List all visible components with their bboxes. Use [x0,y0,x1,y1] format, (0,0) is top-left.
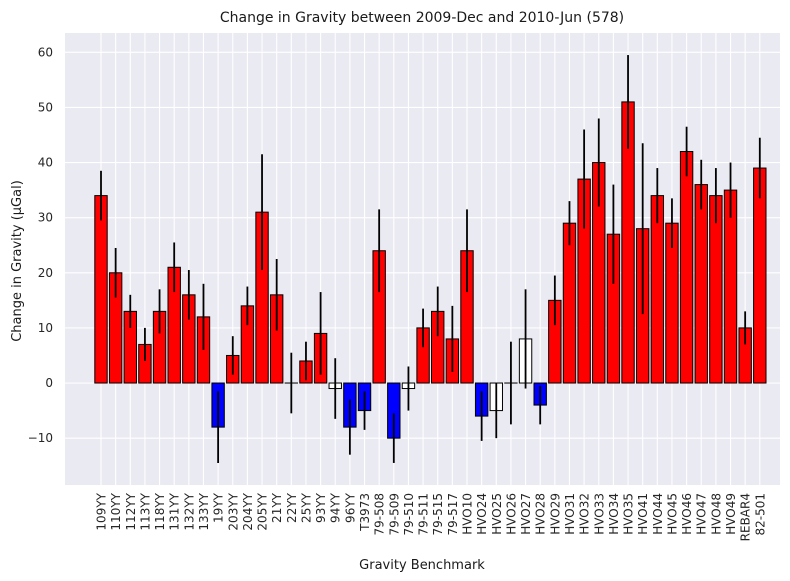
x-tick-label: 113YY [138,492,152,530]
y-tick-label: 60 [38,45,53,59]
bar-109yy [94,195,108,384]
y-tick-label: 40 [38,156,53,170]
x-tick-label: HVO45 [665,493,679,535]
x-tick-label: 203YY [226,492,240,530]
bar-hvo46 [679,151,694,384]
x-tick-label: 79-508 [373,493,387,536]
x-tick-label: HVO27 [519,493,533,535]
x-tick-label: HVO33 [592,493,606,535]
x-tick-label: 19YY [212,492,226,523]
x-tick-label: 132YY [182,492,196,530]
y-tick-label: 0 [45,376,53,390]
x-tick-label: HVO34 [607,493,621,535]
x-tick-label: HVO49 [724,493,738,535]
y-tick-label: −10 [28,431,53,445]
x-tick-label: HVO41 [636,493,650,535]
x-tick-label: 82-501 [753,493,767,536]
bars [94,101,767,439]
bar-hvo31 [562,222,577,384]
x-tick-label: 94YY [329,492,343,523]
bar-hvo44 [650,195,665,384]
x-tick-label: HVO25 [490,493,504,535]
x-tick-label: REBAR4 [739,493,753,541]
x-tick-label: 118YY [153,492,167,530]
x-tick-label: HVO26 [504,493,518,535]
x-tick-label: 110YY [109,492,123,530]
x-tick-labels: 109YY 110YY 112YY 113YY 118YY 131YY 132YY 133YY… [95,492,768,541]
x-tick-label: 79-509 [387,493,401,536]
x-tick-label: T3973 [358,493,372,532]
x-tick-label: 79-511 [417,493,431,536]
x-tick-label: 205YY [256,492,270,530]
chart-title: Change in Gravity between 2009-Dec and 2… [220,10,624,26]
x-tick-label: HVO32 [578,493,592,535]
x-tick-label: 112YY [124,492,138,530]
x-tick-label: HVO47 [695,493,709,535]
x-tick-label: 25YY [299,492,313,523]
x-tick-label: 109YY [95,492,109,530]
x-tick-label: 79-510 [402,493,416,536]
x-tick-label: 79-517 [446,493,460,536]
x-tick-label: 93YY [314,492,328,523]
x-axis-label: Gravity Benchmark [359,558,485,573]
bar-hvo47 [694,184,708,384]
x-tick-label: HVO29 [548,493,562,535]
y-tick-labels: −10 0 10 20 30 40 50 60 [28,45,53,445]
x-tick-label: 204YY [241,492,255,530]
y-tick-label: 30 [38,211,53,225]
x-tick-label: 96YY [343,492,357,523]
x-tick-label: HVO35 [622,493,636,535]
x-tick-label: HVO10 [461,493,475,535]
y-tick-label: 20 [38,266,53,280]
x-tick-label: 21YY [270,492,284,523]
bar-hvo48 [709,195,723,384]
x-tick-label: HVO46 [680,493,694,535]
x-tick-label: HVO48 [709,493,723,535]
y-tick-label: 50 [38,100,53,114]
x-tick-label: HVO28 [534,493,548,535]
x-tick-label: 131YY [168,492,182,530]
x-tick-label: 79-515 [431,493,445,536]
x-tick-label: HVO44 [651,493,665,535]
bar-hvo49 [723,189,738,384]
x-tick-label: HVO24 [475,493,489,535]
bar-82-501 [753,167,767,384]
y-axis-label: Change in Gravity (µGal) [10,180,25,342]
x-tick-label: 22YY [285,492,299,523]
x-tick-label: 133YY [197,492,211,530]
x-tick-label: HVO31 [563,493,577,535]
error-bars [100,55,761,463]
y-tick-label: 10 [38,321,53,335]
